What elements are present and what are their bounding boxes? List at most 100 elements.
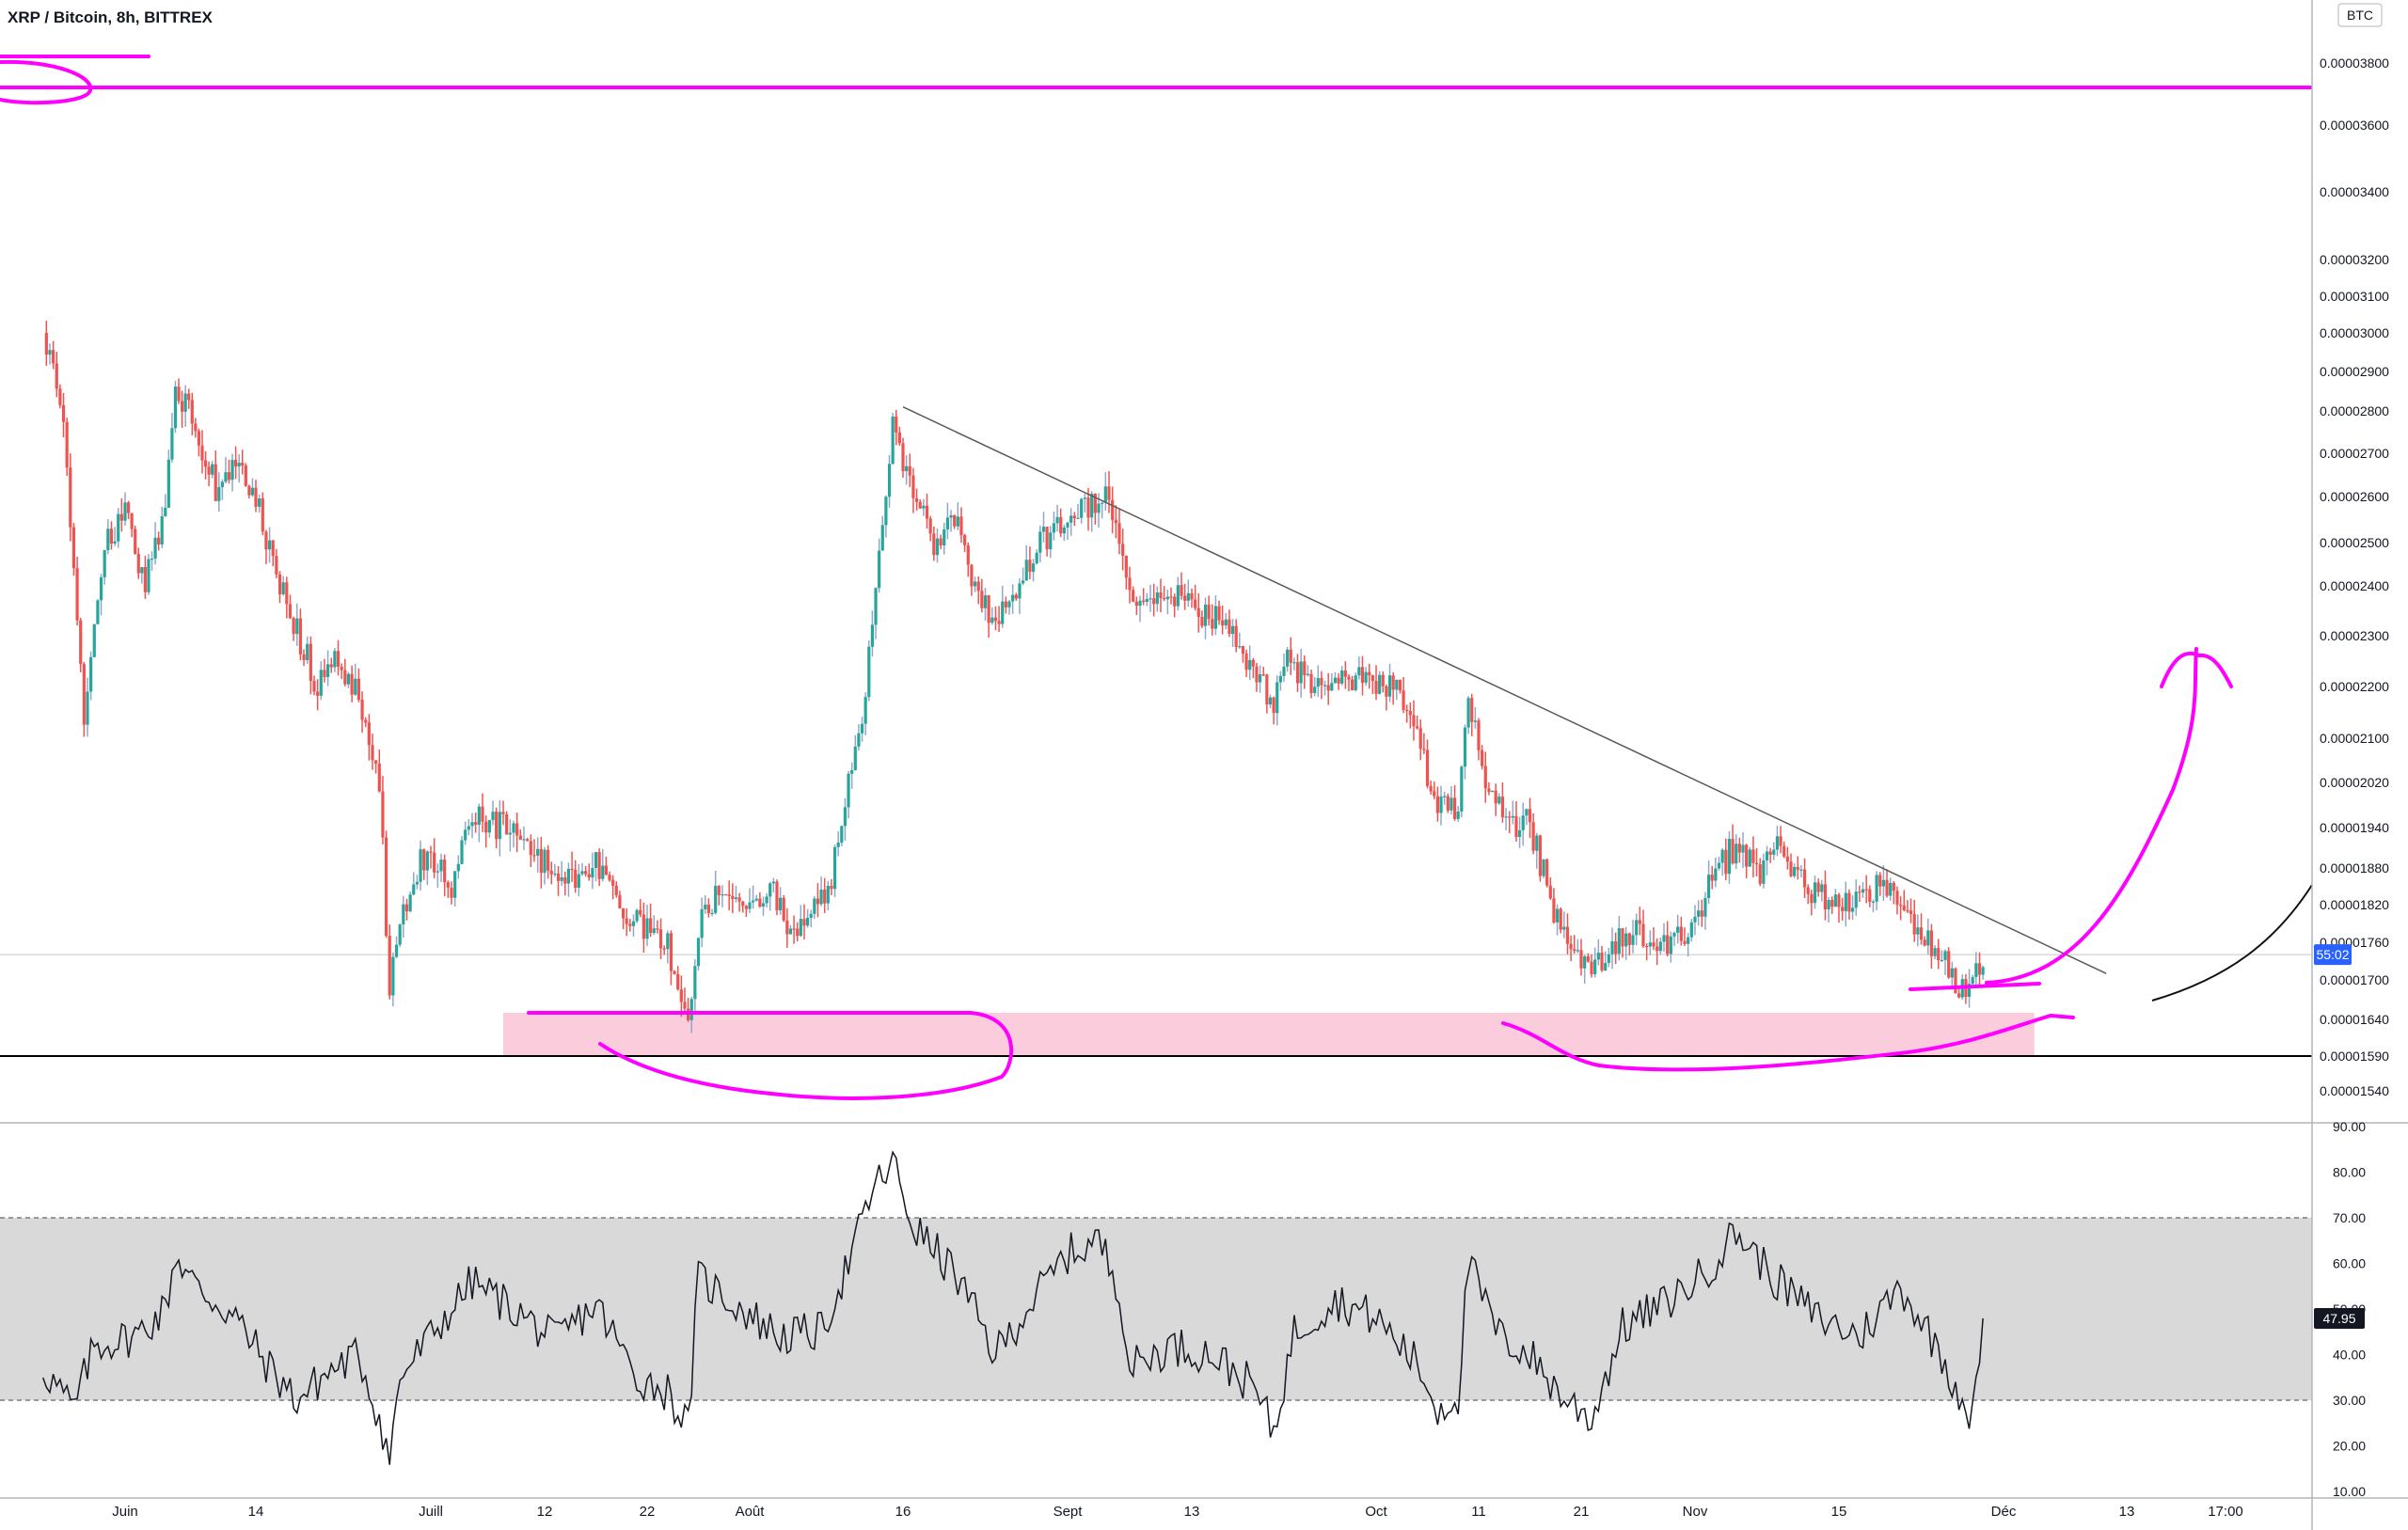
candle-body (887, 464, 892, 497)
candle-body (895, 416, 898, 433)
candle-body (1627, 933, 1631, 945)
candle-body (631, 921, 636, 926)
time-tick-label: 12 (537, 1504, 553, 1520)
candle-body (433, 852, 436, 873)
candle-body (323, 670, 326, 677)
candle-body (1521, 815, 1525, 830)
candle-body (1395, 679, 1399, 690)
rsi-axis[interactable]: 90.0080.0070.0060.0050.0040.0030.0020.00… (2333, 1119, 2366, 1499)
price-tick-label: 0.00003400 (2320, 184, 2389, 199)
candle-body (237, 463, 241, 467)
candle-body (761, 903, 766, 907)
candle-body (71, 527, 76, 569)
candle-body (1466, 698, 1470, 728)
candle-body (1221, 620, 1225, 626)
price-tick-label: 0.00003200 (2320, 252, 2389, 267)
candle-body (1724, 849, 1728, 875)
candle-body (754, 898, 758, 901)
support-zone (503, 1012, 2035, 1056)
candle-body (180, 401, 184, 412)
candle-body (1326, 685, 1330, 691)
candle-body (306, 643, 309, 660)
candle-body (1028, 560, 1032, 573)
candle-body (1600, 953, 1604, 971)
time-axis[interactable]: Juin 14 Juill 12 22 Août 16 Sept 13 Oct 11 21 Nov 15 D… (112, 1504, 2243, 1520)
candle-body (1248, 659, 1252, 670)
top-left-loop (0, 59, 93, 105)
candle-body (92, 623, 96, 657)
candle-body (601, 865, 605, 879)
candle-body (611, 879, 615, 886)
candle-body (356, 678, 361, 701)
candle-body (1265, 674, 1269, 705)
candle-body (264, 531, 268, 550)
candle-body (275, 556, 278, 575)
candle-body (214, 464, 217, 501)
price-axis[interactable]: 0.00003800 0.00003600 0.00003400 0.00003200… (2320, 55, 2389, 1098)
candle-body (1258, 674, 1262, 683)
candle-body (258, 498, 261, 507)
candle-body (574, 870, 578, 889)
candle-body (1090, 493, 1094, 518)
candle-body (230, 460, 234, 481)
price-pane[interactable] (0, 55, 2313, 1100)
candle-body (1357, 667, 1361, 676)
candle-body (1754, 862, 1759, 865)
candle-body (983, 595, 988, 608)
candle-body (436, 871, 439, 873)
candle-body (1176, 585, 1180, 607)
candle-body (1902, 905, 1906, 910)
candle-body (956, 516, 959, 527)
candle-body (614, 885, 618, 895)
candle-body (211, 464, 214, 475)
candle-body (143, 567, 147, 592)
candle-body (1576, 950, 1579, 952)
candle-body (1165, 596, 1169, 600)
price-tick-label: 0.00001590 (2320, 1049, 2389, 1064)
candle-body (1418, 728, 1422, 749)
candle-body (1796, 866, 1799, 870)
candle-body (1244, 654, 1248, 670)
candle-body (1228, 619, 1231, 635)
price-tick-label: 0.00002600 (2320, 489, 2389, 504)
candle-body (1737, 844, 1741, 853)
candle-body (1031, 563, 1036, 573)
price-tick-label: 0.00003800 (2320, 55, 2389, 71)
candle-body (1490, 790, 1495, 793)
candle-body (1864, 889, 1868, 891)
candle-body (1103, 486, 1107, 503)
time-tick-label: Août (736, 1504, 766, 1520)
candle-body (505, 813, 509, 835)
candle-body (1714, 868, 1718, 881)
candle-body (775, 881, 779, 910)
candle-body (518, 835, 522, 840)
candle-body (935, 538, 940, 556)
candle-body (645, 918, 649, 939)
candle-body (532, 855, 536, 857)
candle-body (234, 460, 238, 467)
candle-body (487, 820, 491, 833)
candle-body (823, 889, 827, 904)
candle-body (1710, 875, 1714, 881)
candle-body (1347, 676, 1351, 680)
candle-body (1586, 956, 1590, 962)
candle-body (1741, 844, 1745, 853)
candle-body (731, 895, 735, 899)
candle-body (884, 497, 888, 526)
candle-body (802, 919, 806, 926)
candle-body (164, 507, 167, 516)
rsi-pane[interactable] (0, 1150, 2312, 1465)
candle-body (970, 564, 974, 587)
candle-body (1062, 527, 1066, 534)
candle-body (58, 388, 62, 405)
candle-body (734, 897, 738, 899)
candle-body (1093, 493, 1097, 513)
candle-body (1844, 892, 1847, 911)
candle-body (710, 912, 714, 915)
candle-body (1535, 835, 1539, 851)
candle-body (1470, 698, 1474, 722)
candle-body (813, 898, 816, 914)
candle-body (853, 746, 857, 770)
candle-body (1676, 926, 1680, 933)
